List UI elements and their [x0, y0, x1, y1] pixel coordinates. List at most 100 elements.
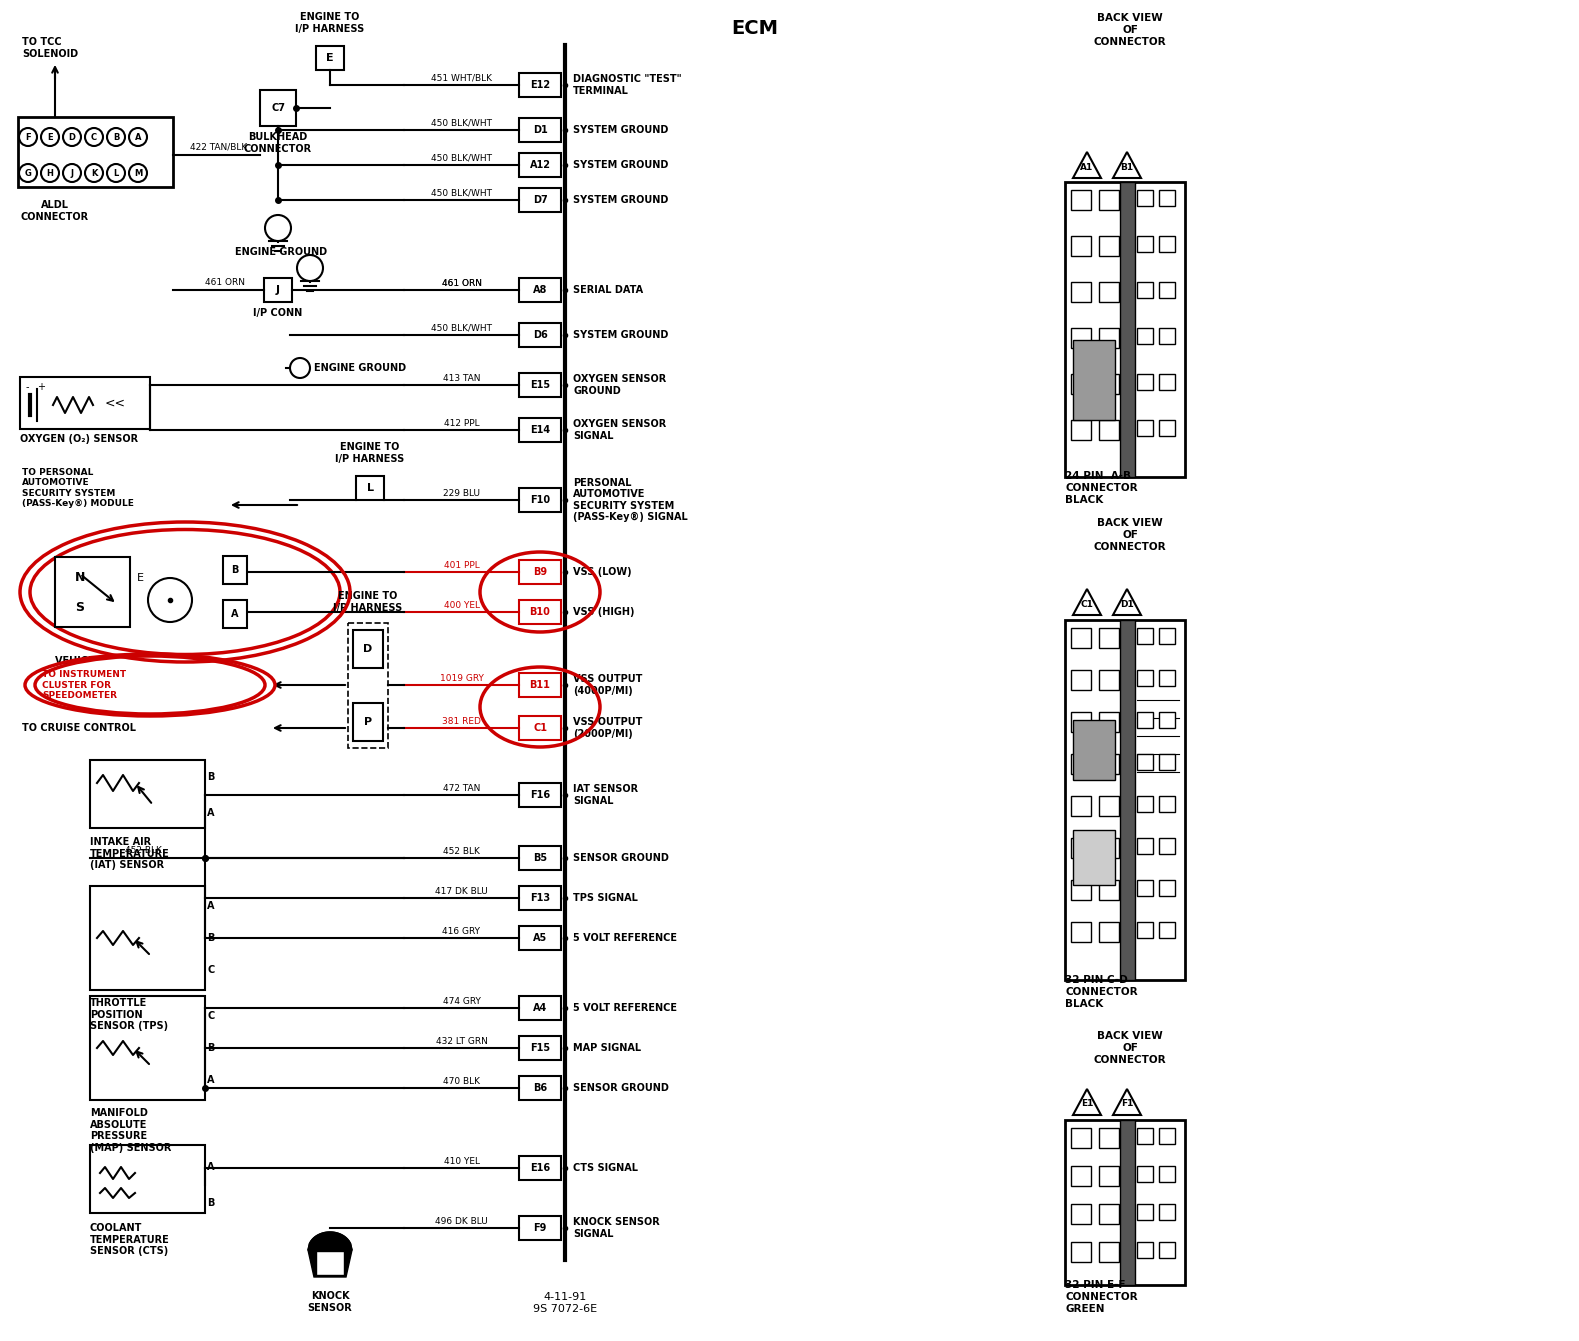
Bar	[1137, 880, 1153, 896]
Text: A5: A5	[532, 933, 548, 943]
Text: 400 YEL: 400 YEL	[444, 601, 480, 610]
Bar	[1074, 341, 1115, 420]
Circle shape	[41, 164, 58, 182]
Bar	[519, 278, 561, 302]
Polygon shape	[1113, 1089, 1142, 1114]
Bar	[1159, 838, 1175, 854]
Bar	[1159, 670, 1175, 687]
Text: C: C	[207, 1011, 215, 1021]
Bar	[354, 630, 384, 668]
Text: K: K	[92, 169, 98, 177]
Bar	[1099, 374, 1120, 394]
Text: VSS (LOW): VSS (LOW)	[573, 567, 632, 577]
Bar	[1071, 1204, 1091, 1224]
Text: E15: E15	[531, 380, 549, 390]
Text: TO INSTRUMENT
CLUSTER FOR
SPEEDOMETER: TO INSTRUMENT CLUSTER FOR SPEEDOMETER	[43, 670, 126, 700]
Text: 416 GRY: 416 GRY	[442, 927, 480, 936]
Text: 461 ORN: 461 ORN	[442, 279, 482, 287]
Text: VSS (HIGH): VSS (HIGH)	[573, 607, 635, 617]
Bar	[21, 377, 150, 429]
Text: F1: F1	[1121, 1100, 1134, 1109]
Text: D: D	[68, 133, 76, 142]
Bar	[1159, 236, 1175, 252]
Bar	[1071, 190, 1091, 211]
Text: 450 BLK/WHT: 450 BLK/WHT	[431, 153, 493, 162]
Polygon shape	[1113, 152, 1142, 178]
Text: 32 PIN C-D
CONNECTOR
BLACK: 32 PIN C-D CONNECTOR BLACK	[1064, 975, 1137, 1008]
Text: 474 GRY: 474 GRY	[442, 996, 480, 1006]
Text: INTAKE AIR
TEMPERATURE
(IAT) SENSOR: INTAKE AIR TEMPERATURE (IAT) SENSOR	[90, 837, 171, 870]
Bar	[1159, 1242, 1175, 1258]
Text: TO PERSONAL
AUTOMOTIVE
SECURITY SYSTEM
(PASS-Key®) MODULE: TO PERSONAL AUTOMOTIVE SECURITY SYSTEM (…	[22, 468, 134, 508]
Circle shape	[85, 127, 103, 146]
Bar	[1159, 797, 1175, 813]
Text: D6: D6	[532, 330, 548, 341]
Text: ALDL
CONNECTOR: ALDL CONNECTOR	[21, 200, 88, 221]
Bar	[1064, 620, 1184, 980]
Bar	[519, 72, 561, 97]
Text: B1: B1	[1121, 162, 1134, 172]
Bar	[1071, 628, 1091, 648]
Text: A: A	[207, 1075, 215, 1085]
Bar	[17, 117, 174, 186]
Text: 452 BLK: 452 BLK	[444, 846, 480, 856]
Bar	[1137, 282, 1153, 298]
Text: ENGINE GROUND: ENGINE GROUND	[235, 247, 327, 257]
Bar	[1159, 1128, 1175, 1144]
Text: 450 BLK/WHT: 450 BLK/WHT	[431, 323, 493, 333]
Text: IAT SENSOR
SIGNAL: IAT SENSOR SIGNAL	[573, 784, 638, 806]
Circle shape	[63, 127, 81, 146]
Text: 496 DK BLU: 496 DK BLU	[436, 1216, 488, 1226]
Text: BULKHEAD
CONNECTOR: BULKHEAD CONNECTOR	[243, 131, 313, 154]
Text: SERIAL DATA: SERIAL DATA	[573, 286, 643, 295]
Text: C1: C1	[1080, 599, 1093, 609]
Text: TO TCC
SOLENOID: TO TCC SOLENOID	[22, 38, 77, 59]
Text: COOLANT
TEMPERATURE
SENSOR (CTS): COOLANT TEMPERATURE SENSOR (CTS)	[90, 1223, 171, 1257]
Bar	[1137, 1128, 1153, 1144]
Text: SYSTEM GROUND: SYSTEM GROUND	[573, 194, 668, 205]
Polygon shape	[1113, 589, 1142, 616]
Text: TPS SIGNAL: TPS SIGNAL	[573, 893, 638, 902]
Text: A: A	[134, 133, 141, 142]
Bar	[519, 1037, 561, 1059]
Bar	[1099, 628, 1120, 648]
Circle shape	[129, 164, 147, 182]
Bar	[519, 1156, 561, 1180]
Text: -: -	[25, 382, 28, 392]
Text: 470 BLK: 470 BLK	[444, 1077, 480, 1085]
Text: DIAGNOSTIC "TEST"
TERMINAL: DIAGNOSTIC "TEST" TERMINAL	[573, 74, 682, 95]
Text: F: F	[25, 133, 32, 142]
Text: SYSTEM GROUND: SYSTEM GROUND	[573, 330, 668, 341]
Text: BACK VIEW
OF
CONNECTOR: BACK VIEW OF CONNECTOR	[1094, 1031, 1167, 1065]
Bar	[1120, 182, 1135, 477]
Text: F16: F16	[531, 790, 549, 801]
Bar	[1159, 190, 1175, 207]
Bar	[519, 846, 561, 870]
Text: D1: D1	[532, 125, 548, 135]
Bar	[519, 996, 561, 1021]
Bar	[1099, 797, 1120, 817]
Bar	[1159, 712, 1175, 728]
Bar	[1099, 1204, 1120, 1224]
Bar	[1099, 923, 1120, 941]
Text: A: A	[231, 609, 238, 620]
Bar	[1071, 329, 1091, 349]
Bar	[55, 557, 129, 628]
Circle shape	[148, 578, 193, 622]
Bar	[1137, 670, 1153, 687]
Text: L: L	[114, 169, 118, 177]
Polygon shape	[1074, 589, 1101, 616]
Text: KNOCK SENSOR
SIGNAL: KNOCK SENSOR SIGNAL	[573, 1218, 660, 1239]
Circle shape	[41, 127, 58, 146]
Text: 24 PIN  A-B
CONNECTOR
BLACK: 24 PIN A-B CONNECTOR BLACK	[1064, 472, 1137, 504]
Text: ENGINE TO
I/P HARNESS: ENGINE TO I/P HARNESS	[333, 591, 403, 613]
Text: 461 ORN: 461 ORN	[442, 279, 482, 287]
Text: 450 BLK/WHT: 450 BLK/WHT	[431, 118, 493, 127]
Bar	[1159, 329, 1175, 345]
Text: B9: B9	[534, 567, 546, 577]
Bar	[1071, 670, 1091, 691]
Bar	[1071, 838, 1091, 858]
Text: E: E	[137, 573, 144, 583]
Text: MANIFOLD
ABSOLUTE
PRESSURE
(MAP) SENSOR: MANIFOLD ABSOLUTE PRESSURE (MAP) SENSOR	[90, 1108, 172, 1153]
Text: C: C	[207, 966, 215, 975]
